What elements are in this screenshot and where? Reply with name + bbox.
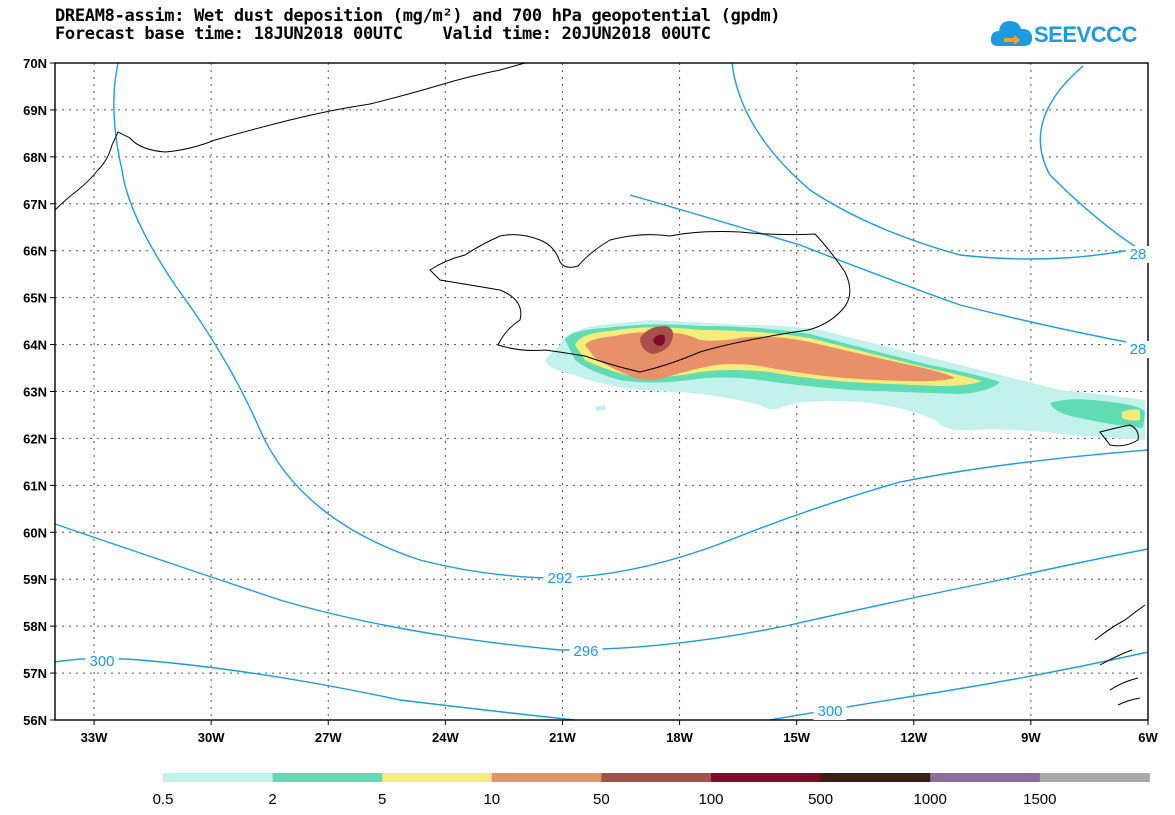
lon-label: 30W [198,730,225,745]
faroe-coast [1099,424,1139,447]
lat-label: 56N [23,713,47,728]
lon-label: 21W [549,730,576,745]
contour-label: 300 [817,703,842,720]
contour-label: 300 [89,653,114,670]
greenland-coast [54,62,526,211]
contour-label: 292 [547,570,572,587]
logo-text: SEEVCCC [1034,22,1137,47]
colorbar-swatch [711,773,822,782]
colorbar-swatch [820,773,931,782]
dust-level-100 [653,334,665,346]
dust-level-2 [1050,399,1145,428]
colorbar-label: 1000 [914,791,947,808]
colorbar-label: 0.5 [153,791,174,808]
lat-label: 57N [23,666,47,681]
lon-label: 15W [783,730,810,745]
lat-label: 58N [23,619,47,634]
colorbar-swatch [491,773,602,782]
dust-level-5 [1122,409,1140,421]
iceland-coast [429,231,851,373]
lon-label: 12W [900,730,927,745]
contour-label: 28 [1130,341,1147,358]
colorbar-label: 1500 [1023,791,1056,808]
colorbar: 0.5 2 5 10 50 100 500 1000 1500 [153,773,1150,808]
lon-label: 27W [315,730,342,745]
colorbar-label: 500 [808,791,833,808]
contour-292 [113,62,1149,579]
colorbar-label: 2 [268,791,276,808]
longitude-labels: 33W 30W 27W 24W 21W 18W 15W 12W 9W 6W [81,720,1158,745]
lat-label: 70N [23,56,47,71]
coastlines [54,62,1146,706]
contour-label: 28 [1130,246,1147,263]
contour-28-mid [1039,65,1149,256]
lat-label: 59N [23,572,47,587]
lat-label: 66N [23,244,47,259]
lat-label: 67N [23,197,47,212]
colorbar-swatch [382,773,493,782]
map-subtitle: Forecast base time: 18JUN2018 00UTC Vali… [55,24,711,44]
seevccc-logo: SEEVCCC [990,16,1160,58]
colorbar-swatch [1039,773,1150,782]
cloud-icon [990,21,1033,46]
map-title: DREAM8-assim: Wet dust deposition (mg/m²… [55,6,781,26]
contour-label: 296 [573,643,598,660]
contour-labels: 292 296 300 300 28 28 [85,246,1150,720]
contour-28-upper [731,62,1131,260]
dust-level-0.5 [595,405,606,411]
colorbar-label: 5 [378,791,386,808]
lon-label: 6W [1138,730,1158,745]
lon-label: 33W [81,730,108,745]
lat-label: 64N [23,338,47,353]
lat-label: 60N [23,525,47,540]
colorbar-label: 10 [483,791,500,808]
colorbar-swatch [163,773,274,782]
lon-label: 18W [666,730,693,745]
lat-label: 63N [23,385,47,400]
lat-label: 62N [23,431,47,446]
colorbar-label: 100 [698,791,723,808]
lon-label: 9W [1021,730,1041,745]
colorbar-swatch [601,773,712,782]
colorbar-label: 50 [593,791,610,808]
scotland-coast [1094,604,1146,706]
contour-296 [54,523,1149,651]
lat-label: 69N [23,103,47,118]
colorbar-swatch [272,773,383,782]
dust-deposition-field [545,320,1145,440]
lat-label: 61N [23,478,47,493]
dust-level-10 [585,332,955,382]
lon-label: 24W [432,730,459,745]
latitude-labels: 70N 69N 68N 67N 66N 65N 64N 63N 62N 61N 60N 59N 58N 5… [23,56,55,728]
colorbar-swatch [930,773,1041,782]
lat-label: 68N [23,150,47,165]
contour-28-lower [629,194,1149,347]
lat-label: 65N [23,291,47,306]
